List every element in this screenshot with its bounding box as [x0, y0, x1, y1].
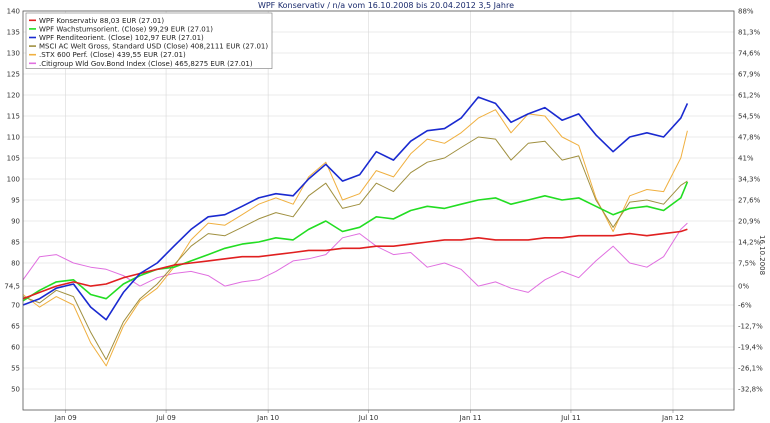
chart-title: WPF Konservativ / n/a vom 16.10.2008 bis… — [258, 1, 514, 10]
y-left-tick-label: 125 — [7, 71, 20, 79]
x-tick-label: Jan 10 — [256, 414, 279, 422]
plot-frame — [22, 10, 735, 411]
x-tick-label: Jul 09 — [155, 414, 176, 422]
y-right-tick-label: -32,8% — [738, 386, 763, 394]
y-right-tick-label: 67,9% — [738, 71, 761, 79]
y-right-tick-label: 34,3% — [738, 176, 761, 184]
plot-area: 50 55 60 65 70 74,5 80 85 90 95 100 105 110 115 120 125… — [4, 8, 763, 423]
y-left-tick-label: 50 — [11, 386, 20, 394]
series-line — [22, 181, 689, 302]
plot-background — [23, 11, 734, 410]
y-right-tick-label: 61,2% — [738, 92, 761, 100]
x-tick-label: Jan 11 — [459, 414, 482, 422]
x-tick-label: Jan 09 — [54, 414, 77, 422]
y-left-tick-label: 110 — [7, 134, 20, 142]
series-line — [22, 222, 688, 293]
series-line — [22, 136, 688, 361]
series-line — [22, 109, 688, 367]
legend-entry: WPF Konservativ 88,03 EUR (27.01) — [39, 17, 164, 25]
y-left-tick-label: 70 — [11, 302, 20, 310]
y-right-tick-label: 47,8% — [738, 134, 761, 142]
y-left-tick-label: 65 — [11, 323, 20, 331]
legend-entry: .STX 600 Perf. (Close) 439,55 EUR (27.01… — [39, 51, 186, 59]
y-right-tick-label: 41% — [738, 155, 754, 163]
y-left-tick-label: 85 — [11, 239, 20, 247]
x-tick-label: Jul 11 — [560, 414, 581, 422]
x-tick-label: Jul 10 — [358, 414, 379, 422]
y-left-tick-label: 80 — [11, 260, 20, 268]
x-tick-label: Jan 12 — [661, 414, 684, 422]
y-left-tick-label: 90 — [11, 218, 20, 226]
y-right-tick-label: 81,3% — [738, 29, 761, 37]
legend-entry: WPF Renditeorient. (Close) 102,97 EUR (2… — [39, 34, 204, 42]
y-right-tick-label: 14,2% — [738, 239, 761, 247]
y-right-tick-label: -12,7% — [738, 323, 763, 331]
y-left-tick-label: 60 — [11, 344, 20, 352]
legend-entry: .Citigroup Wld Gov.Bond Index (Close) 46… — [39, 60, 253, 68]
y-left-tick-label: 135 — [7, 29, 20, 37]
y-left-tick-label: 74,5 — [4, 283, 20, 291]
side-date-label: 16.10.2008 — [758, 235, 766, 275]
y-right-tick-label: -26,1% — [738, 365, 763, 373]
y-left-tick-label: 105 — [7, 155, 20, 163]
y-left-tick-label: 130 — [7, 50, 20, 58]
y-left-tick-label: 55 — [11, 365, 20, 373]
y-right-tick-label: -19,4% — [738, 344, 763, 352]
y-right-tick-label: 54,5% — [738, 113, 761, 121]
y-right-tick-label: 27,6% — [738, 197, 761, 205]
legend-box — [25, 12, 273, 69]
y-right-tick-label: 7,5% — [738, 260, 756, 268]
y-left-tick-label: 140 — [7, 8, 20, 16]
y-left-tick-label: 100 — [7, 176, 20, 184]
y-right-tick-label: 74,6% — [738, 50, 761, 58]
y-right-tick-label: -6% — [738, 302, 752, 310]
y-left-tick-label: 115 — [7, 113, 20, 121]
legend-entry: WPF Wachstumsorient. (Close) 99,29 EUR (… — [39, 25, 213, 33]
y-left-tick-label: 120 — [7, 92, 20, 100]
y-right-tick-label: 0% — [738, 283, 749, 291]
legend-entry: MSCI AC Welt Gross, Standard USD (Close)… — [39, 43, 268, 51]
y-left-tick-label: 95 — [11, 197, 20, 205]
series-line — [22, 228, 688, 300]
y-right-tick-label: 88% — [738, 8, 754, 16]
y-right-tick-label: 20,9% — [738, 218, 761, 226]
series-line — [22, 96, 689, 321]
